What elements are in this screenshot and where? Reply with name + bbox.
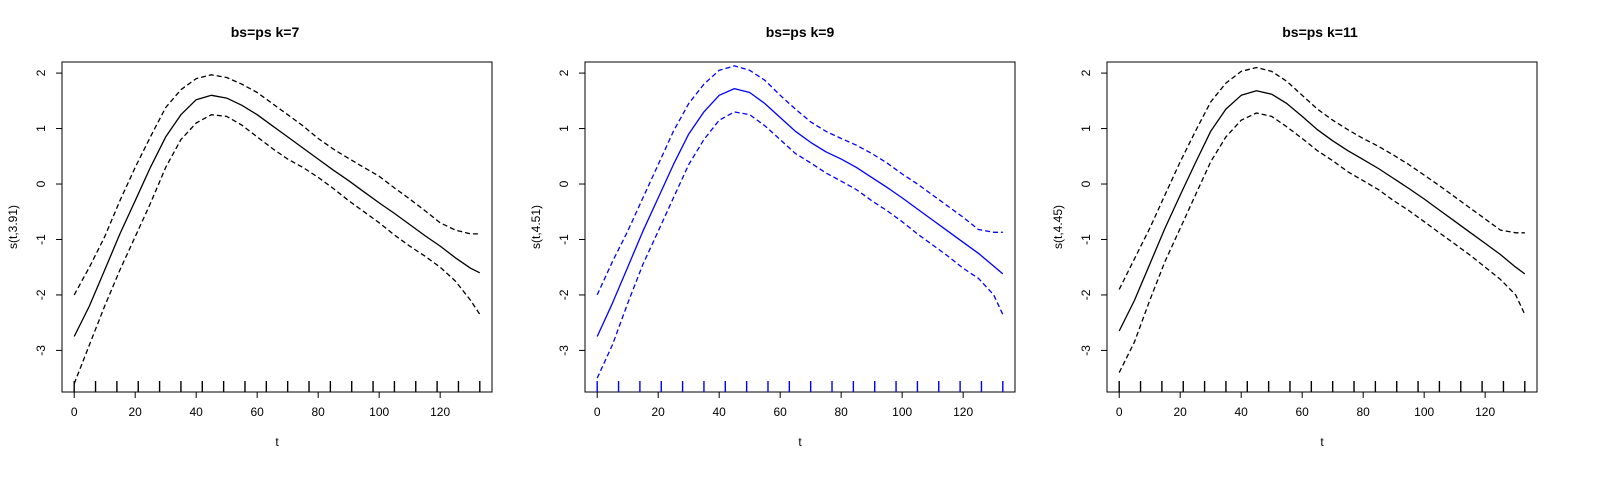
smooth-estimate-line bbox=[596, 87, 1004, 337]
x-tick-label: 100 bbox=[1414, 405, 1434, 419]
chart-title: bs=ps k=7 bbox=[231, 24, 300, 40]
panel-k11: bs=ps k=11 0 20 40 60 80 100 120 t -3 -2 -1 0 1 2 s(t,4… bbox=[1051, 24, 1538, 449]
x-tick-label: 0 bbox=[71, 405, 78, 419]
y-tick-label: 0 bbox=[34, 180, 48, 187]
x-axis-label: t bbox=[1320, 435, 1324, 449]
y-tick-label: -3 bbox=[1079, 345, 1093, 356]
x-axis-label: t bbox=[275, 435, 279, 449]
confidence-upper-line bbox=[1118, 66, 1525, 290]
confidence-lower-line bbox=[596, 111, 1004, 379]
y-tick-label: -1 bbox=[557, 234, 571, 245]
confidence-lower-line bbox=[1118, 112, 1526, 373]
x-tick-label: 60 bbox=[773, 405, 787, 419]
x-tick-label: 100 bbox=[892, 405, 912, 419]
y-tick-label: 1 bbox=[34, 125, 48, 132]
x-axis-label: t bbox=[798, 435, 802, 449]
x-tick-label: 100 bbox=[369, 405, 389, 419]
confidence-upper-line bbox=[596, 65, 1003, 296]
plot-frame bbox=[584, 61, 1016, 393]
x-tick-label: 20 bbox=[652, 405, 666, 419]
x-tick-label: 60 bbox=[250, 405, 264, 419]
y-tick-label: -3 bbox=[34, 345, 48, 356]
x-tick-label: 80 bbox=[311, 405, 325, 419]
chart-title: bs=ps k=9 bbox=[766, 24, 835, 40]
chart-title: bs=ps k=11 bbox=[1282, 24, 1358, 40]
x-tick-label: 40 bbox=[190, 405, 204, 419]
confidence-lower-line bbox=[73, 114, 481, 384]
y-tick-label: -1 bbox=[34, 234, 48, 245]
x-tick-label: 120 bbox=[430, 405, 450, 419]
y-tick-label: 1 bbox=[1079, 125, 1093, 132]
y-tick-label: 2 bbox=[557, 69, 571, 76]
x-tick-label: 60 bbox=[1295, 405, 1309, 419]
plot-frame bbox=[61, 61, 493, 393]
confidence-upper-line bbox=[73, 74, 480, 296]
y-tick-label: -3 bbox=[557, 345, 571, 356]
y-tick-label: 2 bbox=[34, 69, 48, 76]
y-tick-label: 0 bbox=[1079, 180, 1093, 187]
y-axis-label: s(t,4.45) bbox=[1051, 205, 1065, 249]
x-tick-label: 120 bbox=[953, 405, 973, 419]
y-tick-label: 0 bbox=[557, 180, 571, 187]
y-tick-label: -2 bbox=[557, 289, 571, 300]
y-axis-label: s(t,4.51) bbox=[529, 205, 543, 249]
x-tick-label: 40 bbox=[1235, 405, 1249, 419]
plot-frame bbox=[1106, 61, 1538, 393]
y-tick-label: -2 bbox=[1079, 289, 1093, 300]
x-tick-label: 80 bbox=[834, 405, 848, 419]
y-tick-label: -1 bbox=[1079, 234, 1093, 245]
smooth-estimate-line bbox=[73, 94, 481, 337]
panel-k9: bs=ps k=9 0 20 40 60 80 100 120 t -3 -2 -1 0 1 2 s(t,4.… bbox=[529, 24, 1016, 449]
y-tick-label: 1 bbox=[557, 125, 571, 132]
x-tick-label: 20 bbox=[1174, 405, 1188, 419]
x-tick-label: 0 bbox=[594, 405, 601, 419]
x-tick-label: 80 bbox=[1356, 405, 1370, 419]
x-tick-label: 0 bbox=[1116, 405, 1123, 419]
x-tick-label: 40 bbox=[713, 405, 727, 419]
y-axis-label: s(t,3.91) bbox=[6, 205, 20, 249]
x-tick-label: 20 bbox=[129, 405, 143, 419]
y-tick-label: -2 bbox=[34, 289, 48, 300]
x-tick-label: 120 bbox=[1475, 405, 1495, 419]
y-tick-label: 2 bbox=[1079, 69, 1093, 76]
smooth-estimate-line bbox=[1118, 90, 1526, 332]
panel-k7: bs=ps k=7 0 20 40 60 80 100 120 t -3 -2 -1 0 1 2 s(t,3.… bbox=[6, 24, 493, 449]
